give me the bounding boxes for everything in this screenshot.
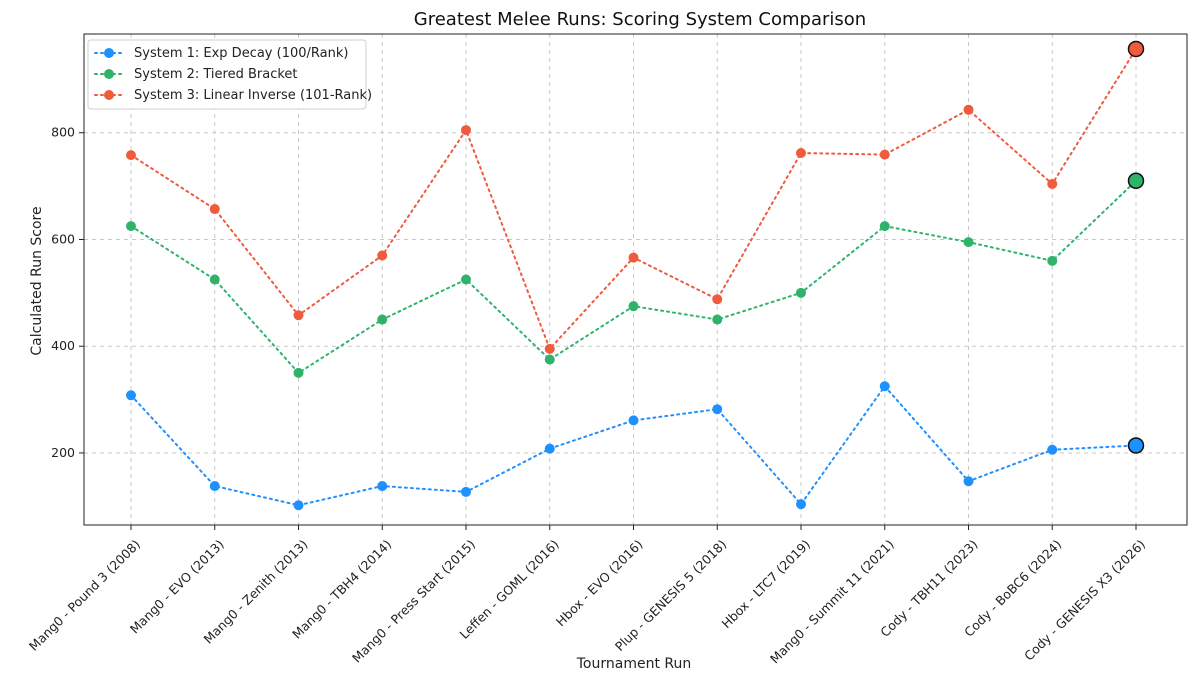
series-3-point xyxy=(1047,178,1058,189)
plot-frame xyxy=(83,33,1188,526)
series-1-point xyxy=(461,486,471,497)
series-1-point xyxy=(879,381,890,392)
legend-label-1: System 1: Exp Decay (100/Rank) xyxy=(134,46,348,61)
series-3-point xyxy=(126,150,136,161)
legend: System 1: Exp Decay (100/Rank) System 2: … xyxy=(87,39,372,110)
series-3-point xyxy=(963,104,974,115)
series-1-point xyxy=(126,390,136,401)
series-2-point xyxy=(628,301,639,312)
series-3-point xyxy=(461,125,471,136)
chart-title: Greatest Melee Runs: Scoring System Comp… xyxy=(414,9,866,30)
series-2-point xyxy=(209,274,220,285)
series-1-point xyxy=(796,499,806,510)
series-2-highlight-point xyxy=(1127,172,1145,190)
y-tick-label: 800 xyxy=(51,125,75,140)
series-layer xyxy=(126,40,1145,511)
y-axis-label: Calculated Run Score xyxy=(29,206,45,355)
legend-marker-2 xyxy=(104,69,114,79)
series-2-point xyxy=(879,221,890,232)
series-3-point xyxy=(377,250,388,261)
series-3-point xyxy=(544,343,555,354)
series-2-point xyxy=(461,274,471,285)
series-1-point xyxy=(293,500,304,511)
series-2-point xyxy=(293,367,304,378)
series-3-highlight-point xyxy=(1127,40,1145,58)
series-2-point xyxy=(544,354,555,365)
series-3-point xyxy=(209,204,220,215)
series-2-point xyxy=(963,237,974,248)
x-axis-label: Tournament Run xyxy=(576,656,691,672)
y-tick-label: 600 xyxy=(51,231,75,246)
series-3-point xyxy=(293,310,304,321)
legend-label-3: System 3: Linear Inverse (101-Rank) xyxy=(134,88,372,103)
series-2-point xyxy=(377,314,388,325)
series-3-point xyxy=(712,294,723,305)
legend-label-2: System 2: Tiered Bracket xyxy=(134,67,298,82)
legend-box xyxy=(87,39,367,110)
legend-marker-1 xyxy=(104,48,114,58)
series-2-point xyxy=(126,221,136,232)
grid-layer xyxy=(84,34,1187,525)
series-2-point xyxy=(712,314,723,325)
series-1-point xyxy=(1047,444,1058,455)
series-1-point xyxy=(963,476,974,487)
series-3-point xyxy=(879,149,890,160)
series-1-point xyxy=(377,481,388,492)
y-tick-label: 200 xyxy=(51,445,75,460)
series-1-point xyxy=(628,415,639,426)
series-2-point xyxy=(1047,255,1058,266)
series-1-point xyxy=(712,404,723,415)
series-3-point xyxy=(796,148,806,159)
series-1-highlight-point xyxy=(1127,437,1145,454)
series-1-point xyxy=(209,481,220,492)
y-tick-label: 400 xyxy=(51,338,75,353)
series-2-point xyxy=(796,287,806,298)
series-3-point xyxy=(628,252,639,263)
series-1-point xyxy=(544,443,555,454)
legend-marker-3 xyxy=(104,90,114,100)
